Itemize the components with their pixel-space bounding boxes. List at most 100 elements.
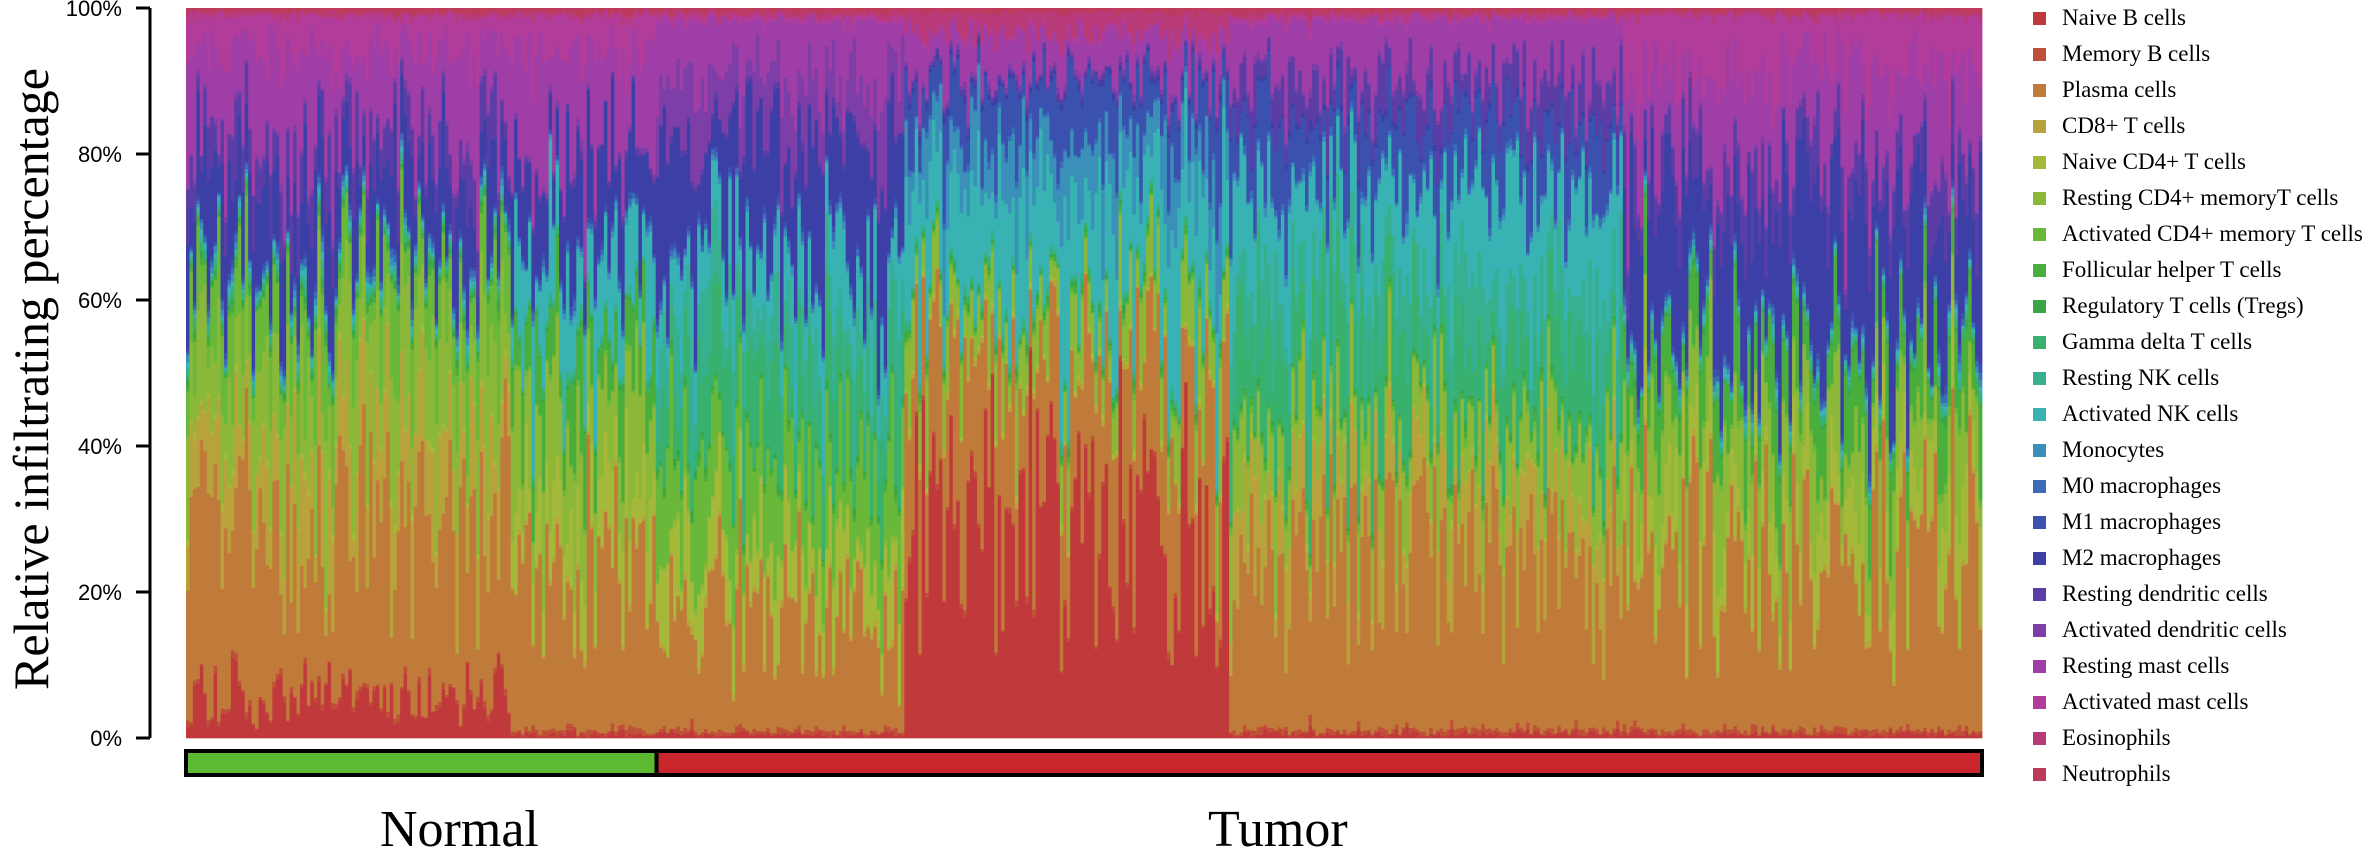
bar-segment xyxy=(579,257,584,305)
bar-segment xyxy=(693,362,698,370)
bar-segment xyxy=(932,60,936,66)
bar-segment xyxy=(386,273,391,323)
bar-segment xyxy=(963,300,967,306)
bar-segment xyxy=(662,569,667,647)
bar-segment xyxy=(496,298,501,311)
bar-segment xyxy=(555,45,560,102)
bar-segment xyxy=(659,16,664,24)
bar-segment xyxy=(935,33,940,48)
bar-segment xyxy=(579,245,584,249)
bar-segment xyxy=(382,214,387,218)
bar-segment xyxy=(876,437,881,484)
bar-segment xyxy=(866,624,871,628)
bar-segment xyxy=(762,212,767,219)
bar-segment xyxy=(762,734,767,739)
bar-segment xyxy=(293,503,297,697)
bar-segment xyxy=(759,17,764,78)
bar-segment xyxy=(638,498,643,523)
bar-segment xyxy=(728,579,733,581)
bar-segment xyxy=(192,305,197,310)
bar-segment xyxy=(417,451,422,677)
bar-segment xyxy=(932,65,936,68)
bar-segment xyxy=(728,735,733,739)
bar-segment xyxy=(586,89,591,218)
bar-segment xyxy=(714,732,719,737)
bar-segment xyxy=(455,703,460,739)
bar-segment xyxy=(704,480,708,564)
bar-segment xyxy=(828,487,833,564)
bar-segment xyxy=(379,297,384,303)
bar-segment xyxy=(320,278,325,288)
bar-segment xyxy=(621,8,626,18)
bar-segment xyxy=(704,562,708,570)
bar-segment xyxy=(966,310,971,315)
bar-segment xyxy=(331,382,335,389)
bar-segment xyxy=(362,316,366,321)
bar-segment xyxy=(890,230,895,238)
bar-segment xyxy=(527,17,532,34)
bar-segment xyxy=(293,297,297,299)
bar-segment xyxy=(593,512,598,515)
bar-segment xyxy=(773,60,777,83)
bar-segment xyxy=(828,135,833,201)
bar-segment xyxy=(766,72,771,151)
bar-segment xyxy=(527,212,532,218)
bar-segment xyxy=(683,384,688,389)
bar-segment xyxy=(856,138,860,243)
bar-segment xyxy=(952,14,957,19)
bar-segment xyxy=(852,592,857,732)
bar-segment xyxy=(707,253,712,280)
bar-segment xyxy=(925,354,929,358)
bar-segment xyxy=(814,733,819,739)
bar-segment xyxy=(382,234,387,306)
bar-segment xyxy=(904,341,909,346)
bar-segment xyxy=(621,25,626,52)
bar-segment xyxy=(610,231,615,238)
bar-segment xyxy=(652,179,657,185)
bar-segment xyxy=(669,135,674,144)
bar-segment xyxy=(669,19,674,29)
bar-segment xyxy=(448,238,453,246)
bar-segment xyxy=(710,10,715,12)
bar-segment xyxy=(676,726,681,734)
bar-segment xyxy=(818,464,822,470)
bar-segment xyxy=(925,138,929,220)
bar-segment xyxy=(258,295,263,301)
bar-segment xyxy=(755,8,760,15)
bar-segment xyxy=(310,396,315,450)
bar-segment xyxy=(296,345,301,356)
bar-segment xyxy=(866,84,871,149)
bar-segment xyxy=(918,388,923,395)
bar-segment xyxy=(672,526,677,617)
bar-segment xyxy=(358,342,363,446)
bar-segment xyxy=(745,417,750,423)
bar-segment xyxy=(811,406,815,518)
bar-segment xyxy=(493,465,498,494)
bar-segment xyxy=(945,399,950,508)
bar-segment xyxy=(610,72,615,79)
bar-segment xyxy=(541,14,546,62)
bar-segment xyxy=(766,559,771,573)
bar-segment xyxy=(869,117,874,178)
bar-segment xyxy=(334,316,339,323)
bar-segment xyxy=(282,246,287,259)
bar-segment xyxy=(918,470,923,480)
bar-segment xyxy=(427,449,432,515)
bar-segment xyxy=(521,389,525,391)
bar-segment xyxy=(793,11,798,17)
bar-segment xyxy=(286,249,291,255)
bar-segment xyxy=(320,251,325,261)
bar-segment xyxy=(220,316,225,320)
bar-segment xyxy=(876,19,881,29)
bar-segment xyxy=(248,353,253,420)
bar-segment xyxy=(710,730,715,735)
bar-segment xyxy=(769,470,774,477)
bar-segment xyxy=(659,309,664,315)
bar-segment xyxy=(666,338,670,345)
bar-segment xyxy=(410,8,415,18)
bar-segment xyxy=(942,229,947,316)
bar-segment xyxy=(683,247,688,250)
bar-segment xyxy=(956,314,961,320)
bar-segment xyxy=(831,17,836,21)
bar-segment xyxy=(607,180,612,183)
